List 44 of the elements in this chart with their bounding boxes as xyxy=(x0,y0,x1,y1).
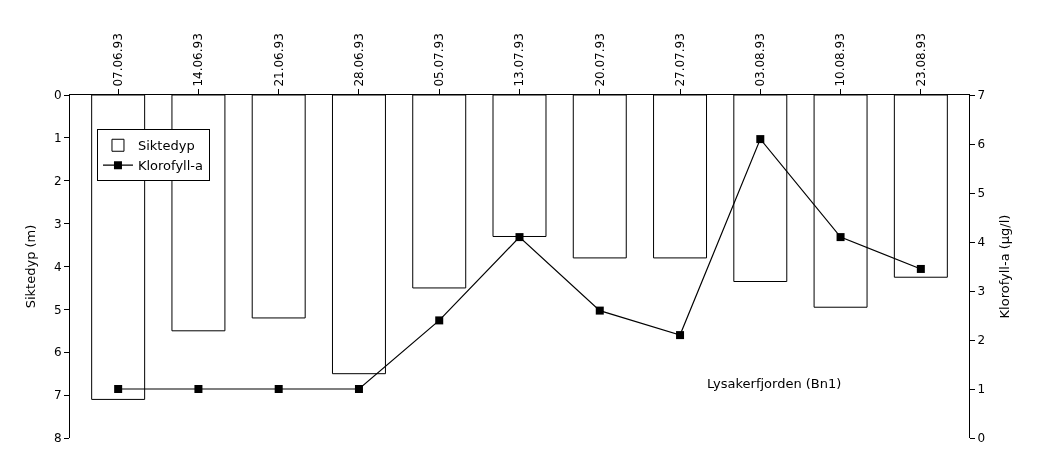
point xyxy=(354,385,363,393)
y-tick-label: 1 xyxy=(53,131,62,146)
x-tick-label: 21.06.93 xyxy=(271,33,286,87)
y-tick-label: 2 xyxy=(53,173,62,188)
y-tick-label: 5 xyxy=(53,302,62,317)
y2-tick-label: 7 xyxy=(977,88,986,103)
y-tick-label: 6 xyxy=(53,345,62,360)
point xyxy=(114,385,123,393)
point xyxy=(435,316,444,325)
y2-tick-label: 2 xyxy=(977,333,986,348)
x-tick-label: 14.06.93 xyxy=(191,33,206,87)
point xyxy=(274,385,283,393)
legend-label: Siktedyp xyxy=(137,138,195,154)
x-tick-label: 13.07.93 xyxy=(512,33,527,87)
y-tick-label: 0 xyxy=(53,88,62,103)
point xyxy=(595,306,604,315)
point xyxy=(515,233,524,242)
y2-tick-label: 4 xyxy=(977,235,986,250)
point xyxy=(916,264,925,273)
y-tick-label: 8 xyxy=(53,431,62,446)
y-axis-title: Siktedyp (m) xyxy=(22,224,38,309)
y2-tick-label: 5 xyxy=(977,186,986,201)
y-tick-label: 3 xyxy=(53,216,62,231)
x-tick-label: 07.06.93 xyxy=(111,33,126,87)
x-tick-label: 03.08.93 xyxy=(753,33,768,87)
point xyxy=(756,135,765,144)
x-tick-label: 28.06.93 xyxy=(351,33,366,87)
y-tick-label: 4 xyxy=(53,259,62,274)
point xyxy=(676,331,685,340)
x-tick-label: 27.07.93 xyxy=(672,33,687,87)
y2-tick-label: 0 xyxy=(977,431,986,446)
x-tick-label: 10.08.93 xyxy=(833,33,848,87)
legend-label: Klorofyll-a xyxy=(137,158,203,174)
annotation: Lysakerfjorden (Bn1) xyxy=(707,376,842,391)
x-tick-label: 05.07.93 xyxy=(432,33,447,87)
x-tick-label: 23.08.93 xyxy=(913,33,928,87)
y2-axis-title: Klorofyll-a (µg/l) xyxy=(996,214,1012,319)
y2-tick-label: 3 xyxy=(977,284,986,299)
y-tick-label: 7 xyxy=(53,388,62,403)
y2-tick-label: 1 xyxy=(977,382,986,397)
point xyxy=(836,233,845,242)
x-tick-label: 20.07.93 xyxy=(592,33,607,87)
point xyxy=(194,385,203,393)
y2-tick-label: 6 xyxy=(977,137,986,152)
